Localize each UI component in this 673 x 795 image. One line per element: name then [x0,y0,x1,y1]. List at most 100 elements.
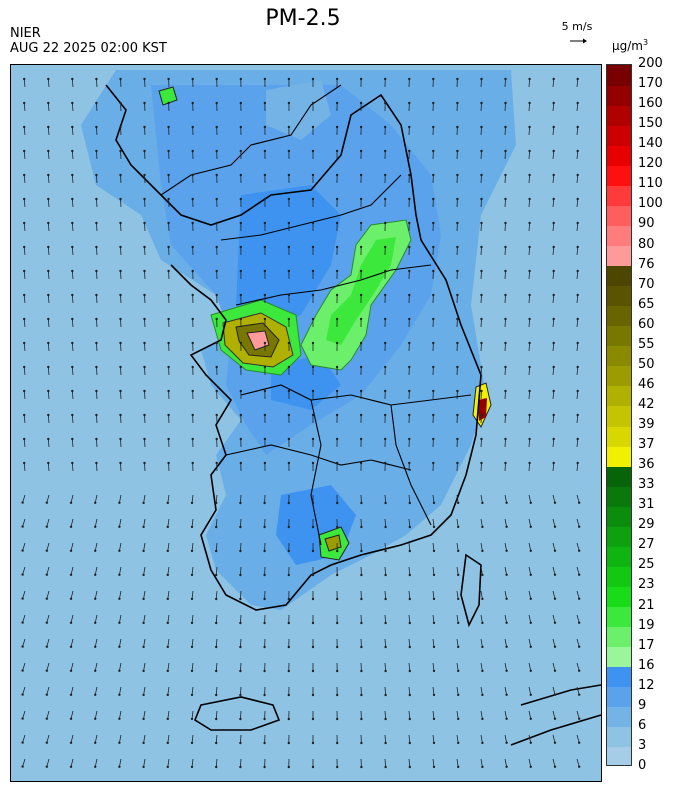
wind-arrow-head [504,77,507,81]
wind-arrow-head [505,597,508,600]
wind-arrow-head [432,149,435,153]
wind-arrow-head [384,765,387,769]
wind-arrow [240,566,242,576]
wind-arrow [167,614,170,623]
wind-arrow-head [215,221,218,225]
wind-arrow-head [552,365,555,369]
wind-arrow [552,270,555,280]
wind-arrow-head [45,765,48,768]
wind-arrow [22,734,26,743]
wind-arrow-head [69,741,73,744]
wind-arrow-head [166,621,169,625]
wind-arrow-head [578,741,581,744]
wind-arrow-head [23,389,26,393]
wind-arrow [119,686,122,695]
wind-arrow-head [191,461,194,465]
wind-arrow [70,734,74,743]
wind-arrow [408,686,411,696]
wind-arrow-head [47,77,50,81]
wind-arrow-head [191,437,194,441]
wind-arrow [215,518,218,528]
wind-arrow-head [336,621,339,625]
wind-arrow-head [143,365,146,369]
wind-arrow-head [311,269,315,273]
wind-arrow-head [408,765,411,769]
colorbar-swatch [607,185,631,206]
wind-arrow [552,126,555,136]
wind-arrow-head [457,573,460,577]
wind-arrow-head [505,645,508,648]
wind-arrow [504,78,506,88]
wind-arrow-head [553,549,557,552]
wind-arrow-head [505,693,508,696]
wind-arrow [384,662,386,672]
wind-arrow [120,78,122,88]
wind-arrow [240,590,242,600]
wind-arrow-head [360,597,363,601]
wind-arrow-head [360,669,363,673]
wind-arrow-head [408,269,411,273]
wind-arrow-head [311,437,315,441]
wind-arrow-head [239,765,242,769]
wind-arrow-head [239,293,242,297]
wind-arrow-head [23,149,26,153]
wind-arrow-head [94,765,97,768]
wind-arrow [528,390,530,400]
wind-arrow [552,494,556,503]
wind-arrow [576,638,580,647]
colorbar [606,64,632,766]
wind-arrow [167,686,170,695]
wind-arrow [504,294,506,304]
wind-arrow-head [71,125,74,129]
wind-arrow-head [94,621,97,624]
colorbar-swatch [607,746,631,765]
wind-arrow [120,198,122,208]
wind-arrow [552,102,555,112]
wind-arrow [432,758,435,767]
wind-arrow-head [480,77,483,81]
wind-arrow-head [191,197,194,201]
wind-arrow-head [481,597,484,601]
wind-arrow-head [287,501,290,505]
wind-arrow-head [45,621,48,624]
wind-arrow-head [504,221,507,225]
wind-arrow-head [384,317,387,321]
wind-arrow [46,734,50,743]
wind-arrow-head [360,765,363,769]
wind-arrow-head [287,741,290,745]
wind-arrow [504,366,506,376]
wind-arrow-head [576,77,579,81]
wind-arrow-head [23,269,26,273]
pm25-map[interactable] [10,64,602,782]
wind-arrow-head [118,573,121,576]
wind-arrow [528,150,530,160]
wind-arrow-head [504,341,507,345]
wind-arrow [70,566,74,575]
wind-arrow-head [480,221,483,225]
wind-arrow-head [47,197,50,201]
wind-arrow [456,686,459,695]
wind-arrow-head [119,149,122,153]
wind-arrow [552,174,555,184]
wind-arrow [144,246,146,256]
wind-arrow [167,662,170,671]
wind-arrow [576,126,579,136]
wind-arrow-head [71,437,74,441]
wind-arrow-head [94,549,97,552]
colorbar-swatch [607,405,631,427]
colorbar-swatch [607,486,631,507]
wind-arrow [47,318,50,328]
wind-arrow [480,662,483,671]
wind-arrow-head [576,197,579,201]
wind-arrow-head [287,149,291,153]
wind-arrow-head [336,741,339,745]
wind-arrow [552,758,556,767]
wind-arrow-head [456,341,459,345]
wind-arrow [504,518,507,527]
wind-arrow-head [553,501,557,504]
wind-arrow-head [263,669,266,673]
wind-arrow [22,638,26,647]
wind-arrow-head [119,293,122,297]
wind-arrow [456,590,459,599]
wind-arrow [120,174,122,184]
